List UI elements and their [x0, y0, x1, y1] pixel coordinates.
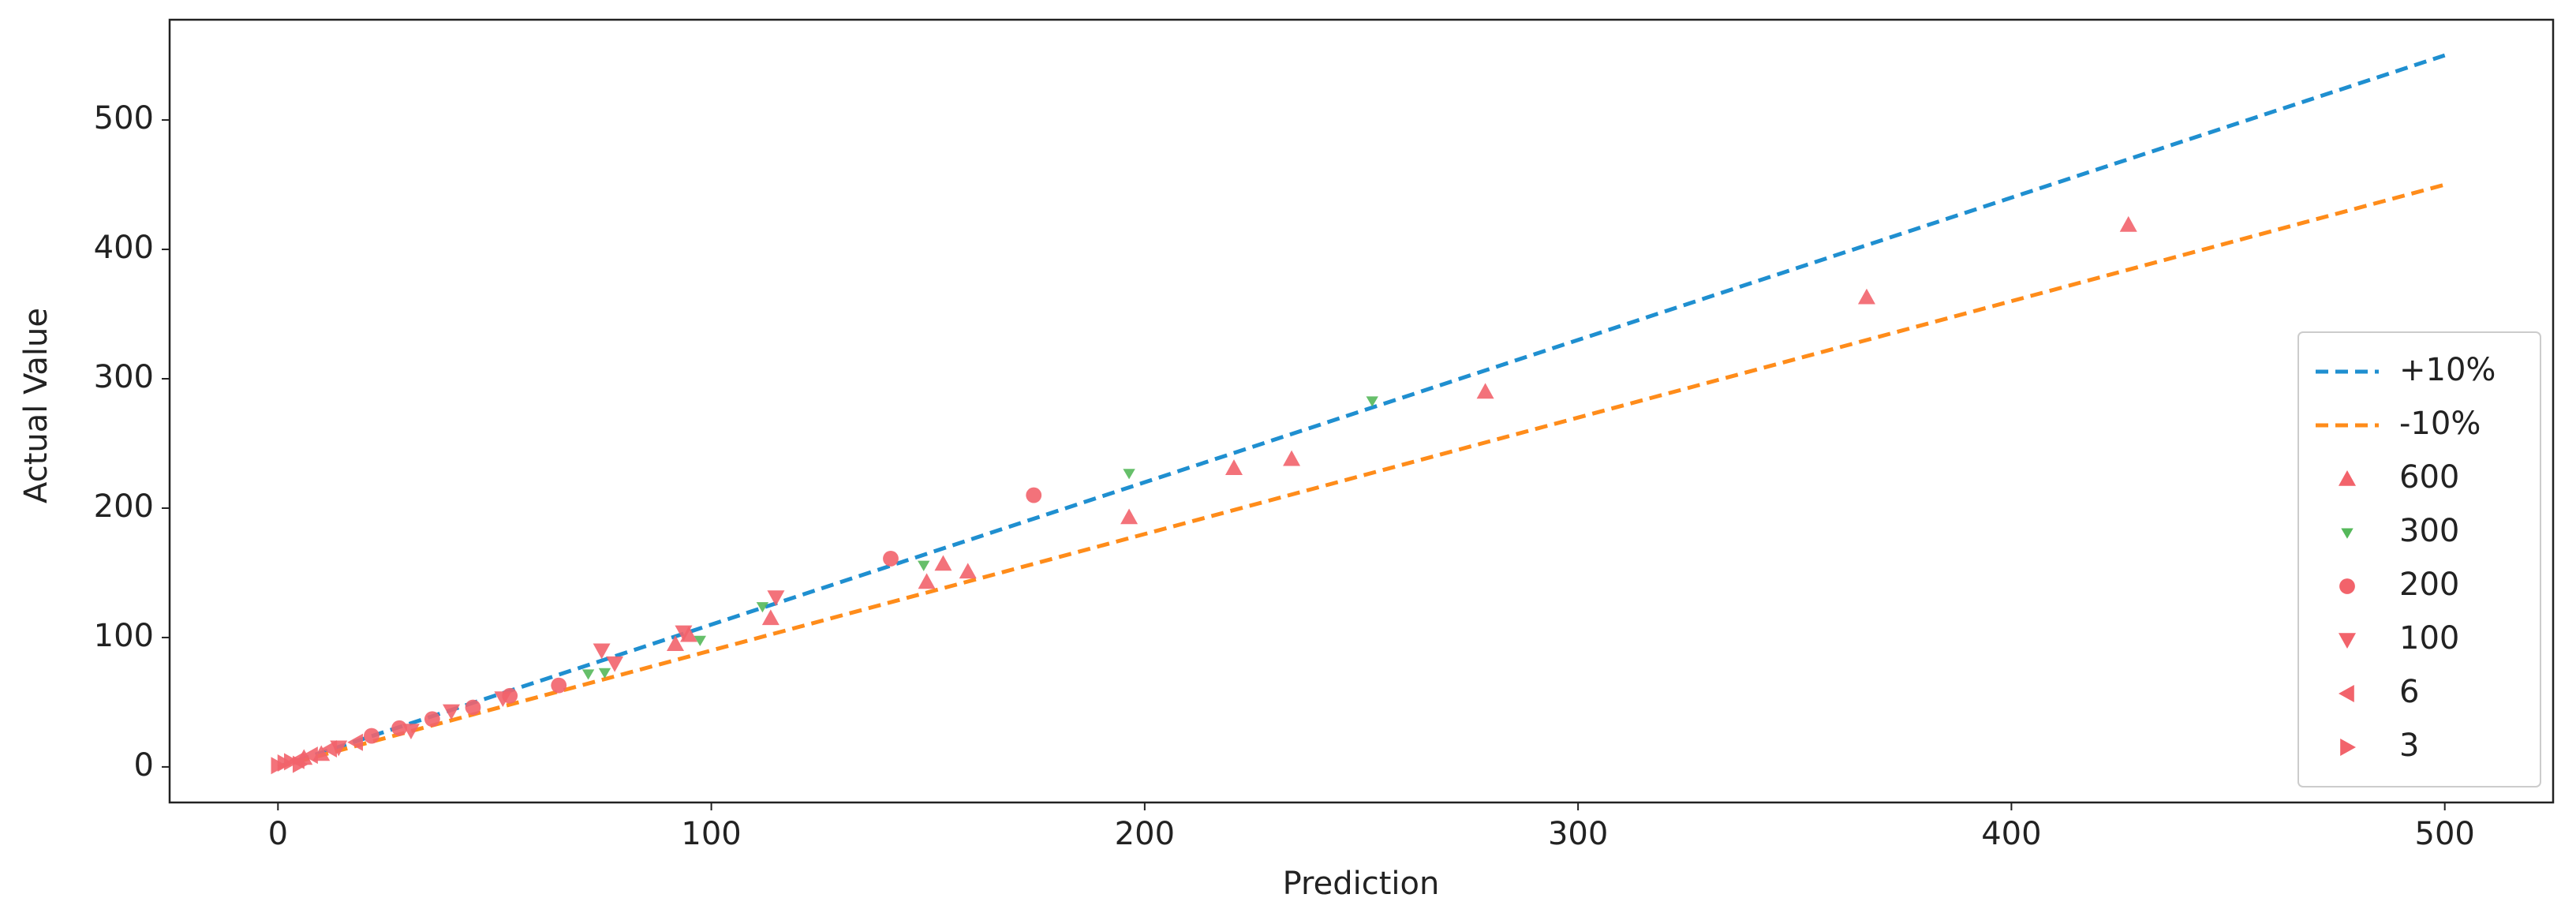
data-point	[694, 635, 707, 646]
data-point	[918, 560, 930, 571]
data-point	[2119, 215, 2137, 232]
data-point	[1857, 288, 1875, 305]
y-tick-label: 300	[94, 359, 154, 395]
data-point	[934, 555, 952, 571]
data-point	[494, 691, 512, 708]
x-tick-label: 0	[268, 816, 288, 852]
data-point	[1026, 487, 1042, 503]
data-point	[1283, 450, 1301, 466]
data-point	[402, 724, 420, 739]
y-tick-label: 500	[94, 100, 154, 137]
legend-label: -10%	[2399, 406, 2481, 442]
y-tick-label: 100	[94, 618, 154, 654]
x-tick-label: 400	[1981, 816, 2041, 852]
legend-label: +10%	[2399, 352, 2496, 388]
data-point	[292, 755, 308, 773]
data-point	[347, 733, 363, 751]
x-axis-label: Prediction	[1283, 866, 1440, 902]
data-point	[767, 590, 785, 607]
data-point	[424, 711, 440, 728]
data-point	[918, 573, 936, 589]
data-point	[883, 551, 899, 567]
legend-swatch	[2339, 685, 2354, 702]
data-point	[1225, 459, 1243, 475]
data-point	[1120, 508, 1138, 525]
reference-line	[277, 53, 2446, 769]
legend-label: 6	[2399, 674, 2419, 710]
data-point	[593, 643, 611, 660]
legend-label: 100	[2399, 620, 2459, 657]
data-point	[581, 669, 595, 680]
data-point	[959, 563, 977, 579]
x-tick-label: 500	[2415, 816, 2475, 852]
data-point	[756, 602, 769, 613]
legend-label: 3	[2399, 728, 2419, 764]
x-tick-label: 300	[1548, 816, 1608, 852]
data-point	[606, 656, 624, 672]
data-point	[551, 677, 567, 694]
y-tick-label: 0	[134, 747, 154, 784]
data-point	[667, 635, 685, 651]
y-tick-label: 200	[94, 488, 154, 525]
legend-label: 300	[2399, 513, 2459, 549]
y-axis-label: Actual Value	[18, 308, 54, 503]
data-point	[1366, 396, 1378, 407]
data-point	[1476, 383, 1494, 399]
data-point	[283, 753, 300, 771]
data-point	[598, 668, 611, 679]
legend-swatch	[2339, 578, 2355, 594]
data-point	[302, 746, 318, 765]
data-point	[443, 704, 461, 720]
legend-swatch	[2341, 528, 2354, 539]
data-point	[1123, 469, 1135, 480]
data-point	[675, 625, 693, 642]
legend: +10% -10% 600 300 200 100 6 3	[2297, 331, 2541, 787]
legend-swatch	[2339, 470, 2356, 486]
y-tick-label: 400	[94, 230, 154, 266]
legend-swatch	[2340, 739, 2356, 756]
x-tick-label: 200	[1115, 816, 1175, 852]
plot-frame	[168, 18, 2555, 804]
data-point	[364, 728, 379, 744]
data-point	[271, 757, 287, 775]
legend-swatch	[2339, 633, 2356, 649]
data-point	[321, 739, 338, 758]
legend-label: 600	[2399, 459, 2459, 496]
data-point	[465, 699, 481, 716]
legend-box	[2297, 331, 2541, 787]
reference-line	[277, 182, 2446, 769]
data-point	[761, 609, 780, 626]
legend-label: 200	[2399, 567, 2459, 603]
x-tick-label: 100	[681, 816, 741, 852]
